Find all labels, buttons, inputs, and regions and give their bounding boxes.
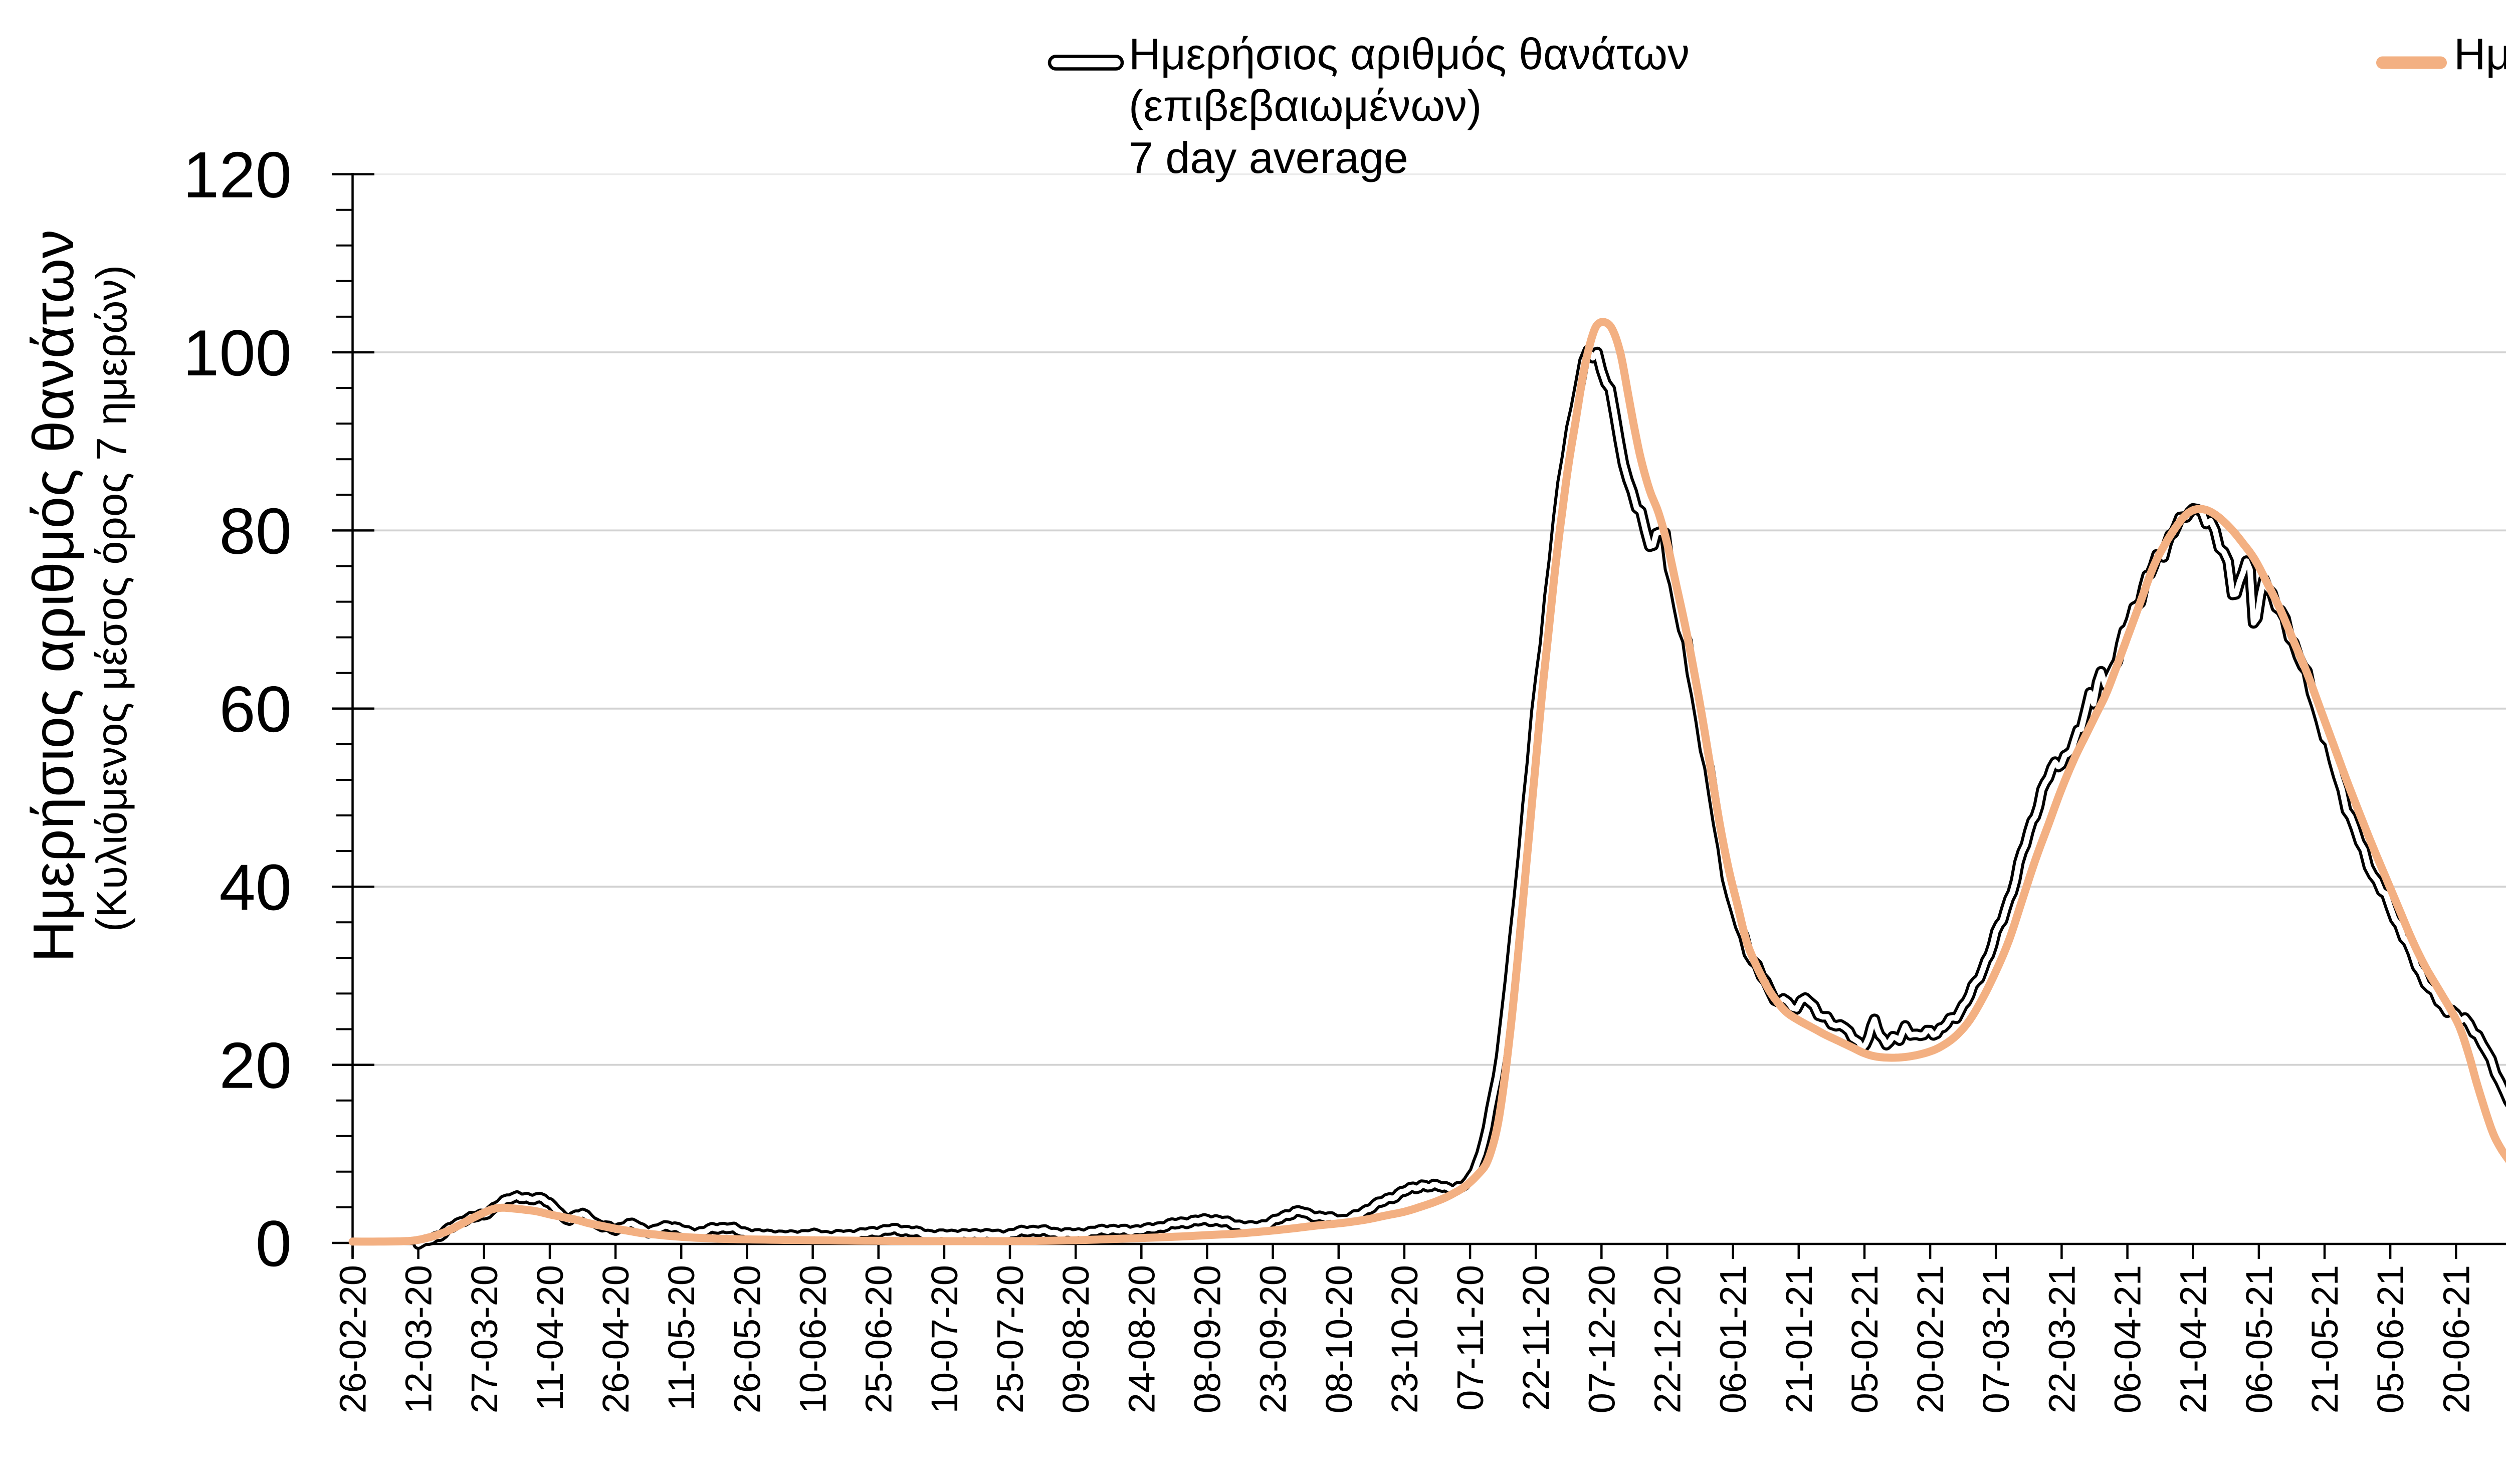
svg-text:06-01-21: 06-01-21 xyxy=(1713,1265,1754,1413)
svg-text:25-07-20: 25-07-20 xyxy=(989,1265,1031,1413)
svg-text:20-02-21: 20-02-21 xyxy=(1910,1265,1951,1413)
svg-text:26-05-20: 26-05-20 xyxy=(726,1265,768,1413)
svg-text:07-12-20: 07-12-20 xyxy=(1581,1265,1622,1413)
svg-text:23-09-20: 23-09-20 xyxy=(1252,1265,1294,1413)
svg-text:20: 20 xyxy=(219,1029,292,1102)
svg-text:11-05-20: 11-05-20 xyxy=(661,1265,702,1411)
svg-text:11-04-20: 11-04-20 xyxy=(529,1265,571,1411)
svg-text:25-06-20: 25-06-20 xyxy=(858,1265,900,1413)
svg-text:(Κυλιόμενος μέσος όρος 7 ημερώ: (Κυλιόμενος μέσος όρος 7 ημερών) xyxy=(88,265,136,932)
svg-text:27-03-20: 27-03-20 xyxy=(464,1265,505,1413)
svg-text:40: 40 xyxy=(219,851,292,924)
svg-text:21-01-21: 21-01-21 xyxy=(1778,1265,1820,1413)
svg-text:10-07-20: 10-07-20 xyxy=(924,1265,965,1413)
svg-text:05-07-21: 05-07-21 xyxy=(2501,1265,2506,1413)
svg-text:60: 60 xyxy=(219,673,292,746)
svg-text:22-03-21: 22-03-21 xyxy=(2041,1265,2082,1413)
svg-text:120: 120 xyxy=(183,138,292,211)
svg-text:07-03-21: 07-03-21 xyxy=(1975,1265,2017,1413)
svg-text:Ημερήσιος αριθμός θανάτων: Ημερήσιος αριθμός θανάτων xyxy=(1129,29,1690,79)
svg-text:12-03-20: 12-03-20 xyxy=(398,1265,440,1413)
svg-text:06-04-21: 06-04-21 xyxy=(2107,1265,2149,1413)
svg-text:(επιβεβαιωμένων): (επιβεβαιωμένων) xyxy=(1129,81,1482,130)
svg-text:Ημερήσιος αριθμός θανάτων: Ημερήσιος αριθμός θανάτων xyxy=(22,230,86,962)
svg-text:09-08-20: 09-08-20 xyxy=(1055,1265,1097,1413)
svg-text:26-02-20: 26-02-20 xyxy=(332,1265,374,1413)
svg-text:08-10-20: 08-10-20 xyxy=(1318,1265,1360,1413)
svg-text:26-04-20: 26-04-20 xyxy=(595,1265,637,1413)
svg-text:100: 100 xyxy=(183,316,292,389)
svg-text:7 day average: 7 day average xyxy=(1129,133,1408,182)
svg-text:07-11-20: 07-11-20 xyxy=(1449,1265,1491,1411)
svg-text:22-12-20: 22-12-20 xyxy=(1647,1265,1689,1413)
svg-text:80: 80 xyxy=(219,494,292,567)
svg-text:Ημερήσιος αριθμός θανάτων (μον: Ημερήσιος αριθμός θανάτων (μοντέλο) xyxy=(2454,29,2506,79)
svg-text:05-06-21: 05-06-21 xyxy=(2370,1265,2411,1413)
svg-text:0: 0 xyxy=(256,1207,292,1280)
svg-text:23-10-20: 23-10-20 xyxy=(1384,1265,1425,1413)
svg-text:05-02-21: 05-02-21 xyxy=(1844,1265,1886,1413)
svg-text:08-09-20: 08-09-20 xyxy=(1186,1265,1228,1413)
svg-text:06-05-21: 06-05-21 xyxy=(2238,1265,2280,1413)
svg-text:24-08-20: 24-08-20 xyxy=(1121,1265,1162,1413)
svg-text:22-11-20: 22-11-20 xyxy=(1515,1265,1557,1411)
svg-text:20-06-21: 20-06-21 xyxy=(2435,1265,2477,1413)
svg-text:10-06-20: 10-06-20 xyxy=(792,1265,834,1413)
svg-text:21-05-21: 21-05-21 xyxy=(2304,1265,2346,1413)
svg-text:21-04-21: 21-04-21 xyxy=(2173,1265,2214,1413)
